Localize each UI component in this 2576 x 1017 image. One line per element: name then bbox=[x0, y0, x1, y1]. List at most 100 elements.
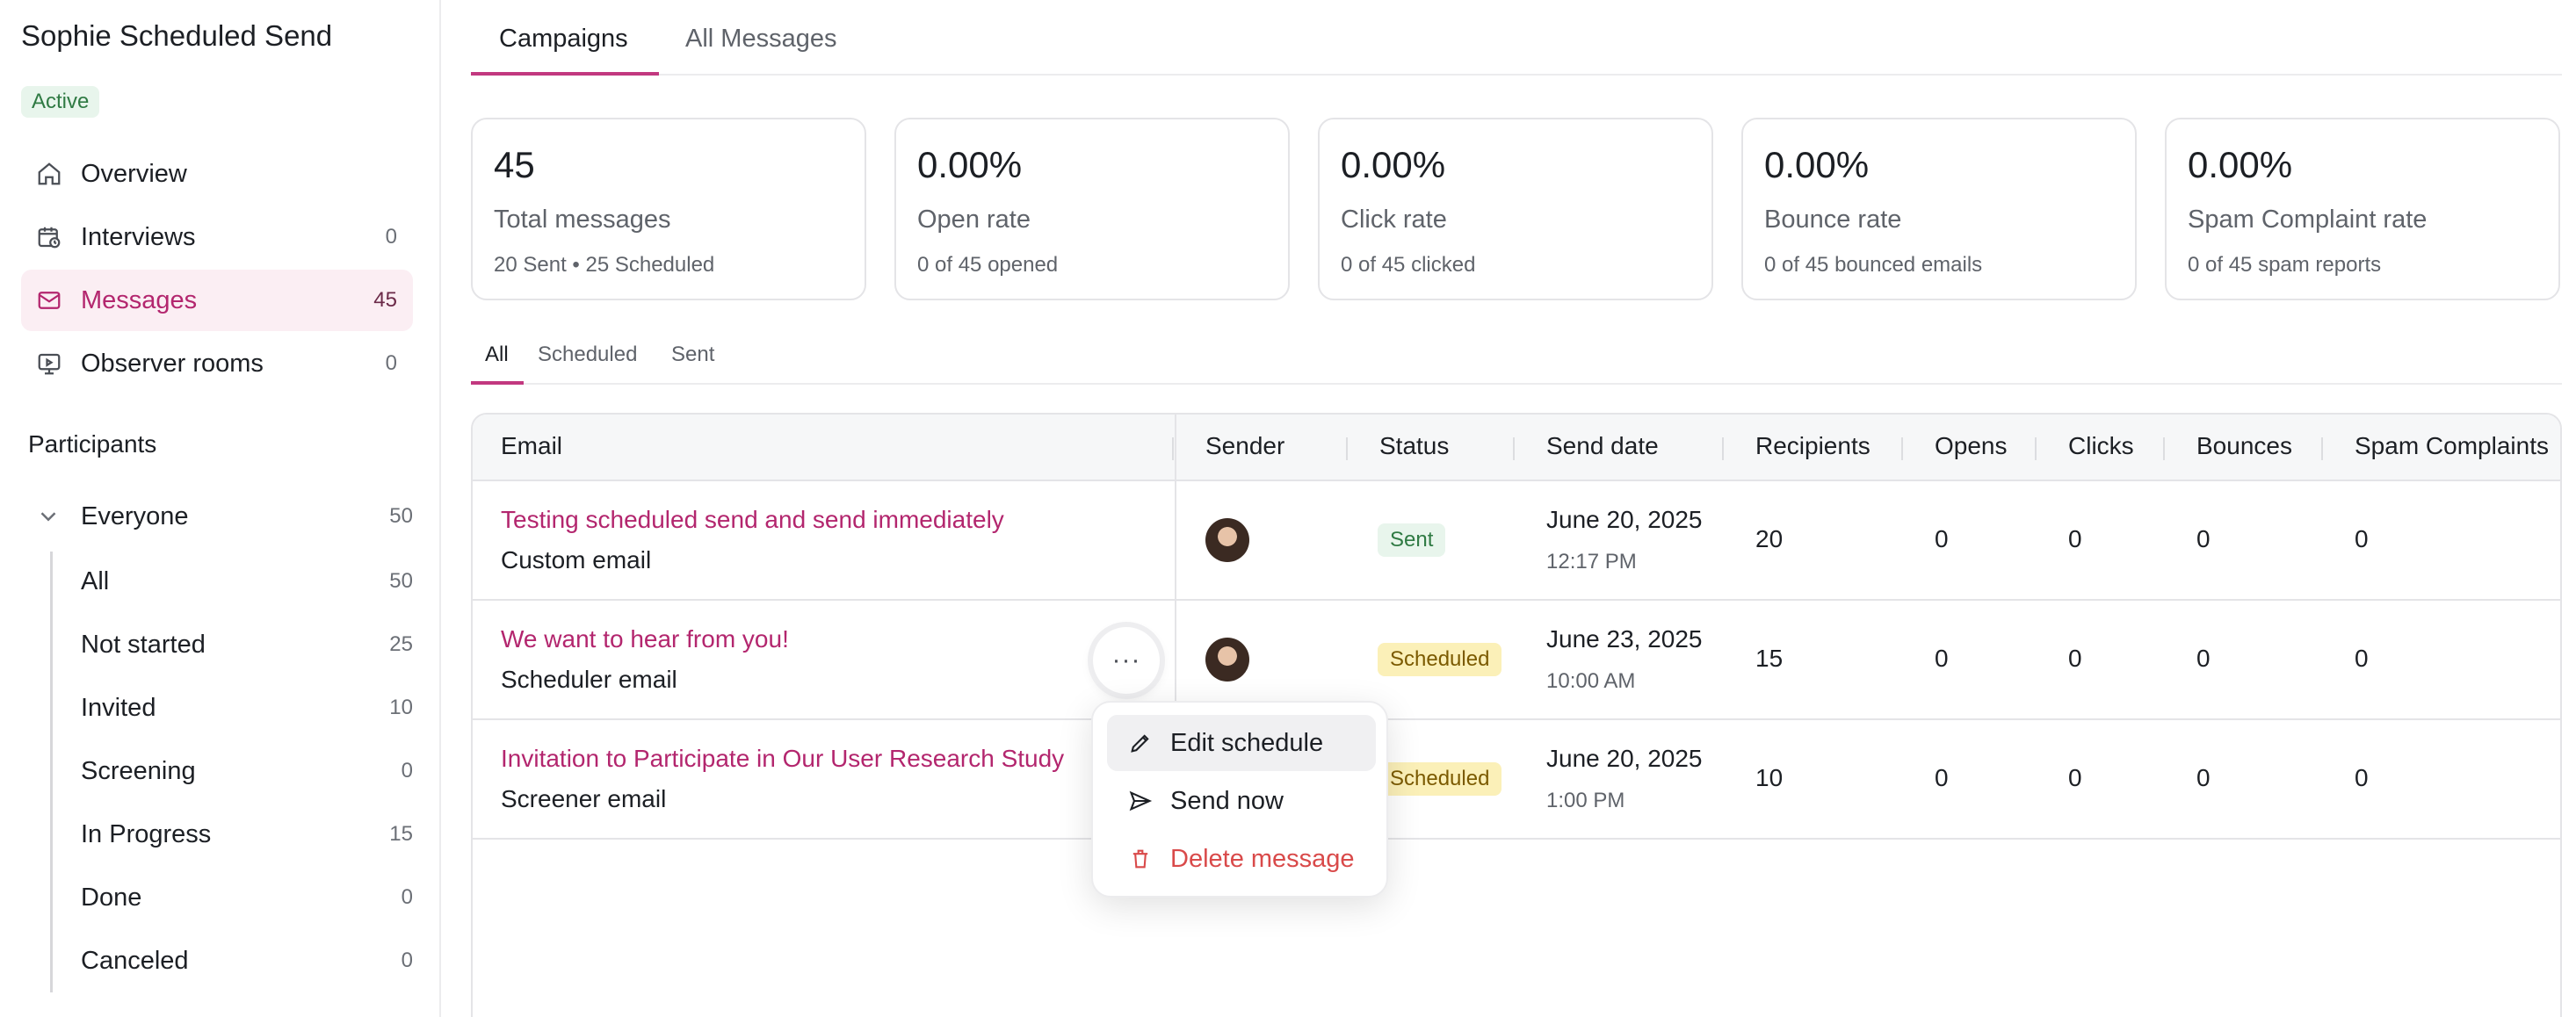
col-send-date[interactable]: Send date bbox=[1546, 432, 1659, 459]
stat-card-open-rate: 0.00% Open rate 0 of 45 opened bbox=[894, 118, 1290, 300]
opens-count: 0 bbox=[1935, 525, 1949, 552]
tree-line bbox=[50, 552, 53, 992]
video-room-icon bbox=[35, 350, 63, 378]
participant-filter-screening[interactable]: Screening 0 bbox=[81, 745, 413, 797]
sidebar: Sophie Scheduled Send Active Overview In… bbox=[0, 0, 441, 1017]
filter-label: Invited bbox=[81, 693, 156, 722]
participant-filter-all[interactable]: All 50 bbox=[81, 555, 413, 608]
stat-card-bounce-rate: 0.00% Bounce rate 0 of 45 bounced emails bbox=[1741, 118, 2137, 300]
group-everyone[interactable]: Everyone 50 bbox=[35, 490, 413, 543]
col-resize-handle[interactable] bbox=[2163, 437, 2165, 460]
send-date: June 20, 2025 bbox=[1546, 506, 1703, 533]
project-title: Sophie Scheduled Send bbox=[21, 19, 333, 52]
stat-detail: 0 of 45 clicked bbox=[1341, 253, 1476, 277]
col-resize-handle[interactable] bbox=[1172, 437, 1174, 460]
column-divider bbox=[1175, 415, 1176, 841]
table-header: Email Sender Status Send date Recipients… bbox=[473, 415, 2560, 481]
group-count: 50 bbox=[389, 504, 413, 528]
col-sender[interactable]: Sender bbox=[1205, 432, 1285, 459]
clicks-count: 0 bbox=[2068, 525, 2082, 552]
tab-filter-all[interactable]: All bbox=[485, 343, 509, 366]
filter-label: Canceled bbox=[81, 946, 189, 975]
sidebar-item-count: 45 bbox=[373, 288, 397, 312]
stat-label: Bounce rate bbox=[1764, 206, 1902, 234]
stat-value: 0.00% bbox=[1341, 144, 1446, 185]
send-time: 12:17 PM bbox=[1546, 550, 1637, 573]
send-time: 1:00 PM bbox=[1546, 789, 1625, 812]
menu-edit-schedule[interactable]: Edit schedule bbox=[1107, 715, 1376, 771]
message-subject-link[interactable]: We want to hear from you! bbox=[501, 625, 789, 653]
filter-count: 0 bbox=[401, 885, 413, 909]
bounces-count: 0 bbox=[2196, 645, 2211, 672]
col-resize-handle[interactable] bbox=[2035, 437, 2037, 460]
col-clicks[interactable]: Clicks bbox=[2068, 432, 2134, 459]
send-icon bbox=[1129, 790, 1153, 811]
filter-label: All bbox=[81, 566, 110, 595]
tab-all-messages[interactable]: All Messages bbox=[685, 25, 837, 53]
table-row[interactable]: Invitation to Participate in Our User Re… bbox=[473, 720, 2560, 840]
filter-label: Not started bbox=[81, 630, 206, 659]
col-spam-complaints[interactable]: Spam Complaints bbox=[2355, 432, 2549, 459]
col-recipients[interactable]: Recipients bbox=[1755, 432, 1870, 459]
stat-label: Open rate bbox=[917, 206, 1031, 234]
participant-filter-invited[interactable]: Invited 10 bbox=[81, 682, 413, 734]
filter-count: 15 bbox=[389, 822, 413, 846]
col-bounces[interactable]: Bounces bbox=[2196, 432, 2292, 459]
sidebar-item-observer-rooms[interactable]: Observer rooms 0 bbox=[21, 333, 413, 394]
bounces-count: 0 bbox=[2196, 525, 2211, 552]
table-row[interactable]: Testing scheduled send and send immediat… bbox=[473, 481, 2560, 601]
participants-heading: Participants bbox=[28, 430, 157, 458]
stat-value: 0.00% bbox=[917, 144, 1023, 185]
col-status[interactable]: Status bbox=[1379, 432, 1450, 459]
col-resize-handle[interactable] bbox=[1513, 437, 1515, 460]
filter-count: 10 bbox=[389, 696, 413, 719]
col-resize-handle[interactable] bbox=[1722, 437, 1724, 460]
sidebar-item-label: Interviews bbox=[81, 222, 196, 251]
participant-filter-done[interactable]: Done 0 bbox=[81, 871, 413, 924]
col-opens[interactable]: Opens bbox=[1935, 432, 2008, 459]
pencil-icon bbox=[1131, 734, 1149, 753]
filter-count: 0 bbox=[401, 759, 413, 783]
tab-filter-sent[interactable]: Sent bbox=[671, 343, 715, 366]
message-filter-tabs: All Scheduled Sent bbox=[471, 339, 2562, 385]
menu-item-label: Edit schedule bbox=[1170, 728, 1324, 757]
tab-campaigns[interactable]: Campaigns bbox=[499, 25, 628, 53]
stat-value: 0.00% bbox=[1764, 144, 1870, 185]
row-actions-button[interactable]: ··· bbox=[1093, 627, 1160, 694]
email-type: Scheduler email bbox=[501, 666, 677, 693]
sidebar-item-messages[interactable]: Messages 45 bbox=[21, 270, 413, 331]
active-subtab-indicator bbox=[471, 381, 524, 385]
stat-detail: 0 of 45 opened bbox=[917, 253, 1059, 277]
participant-filter-canceled[interactable]: Canceled 0 bbox=[81, 934, 413, 987]
group-label: Everyone bbox=[81, 501, 189, 530]
sidebar-item-label: Observer rooms bbox=[81, 349, 264, 378]
message-subject-link[interactable]: Testing scheduled send and send immediat… bbox=[501, 506, 1004, 533]
chevron-down-icon[interactable] bbox=[35, 503, 62, 530]
table-row[interactable]: We want to hear from you! Scheduler emai… bbox=[473, 601, 2560, 720]
participant-filter-not-started[interactable]: Not started 25 bbox=[81, 618, 413, 671]
menu-item-label: Delete message bbox=[1170, 844, 1355, 873]
sidebar-item-label: Overview bbox=[81, 159, 187, 188]
sidebar-item-overview[interactable]: Overview bbox=[21, 143, 413, 205]
filter-count: 50 bbox=[389, 569, 413, 593]
home-icon bbox=[35, 160, 63, 188]
messages-table: Email Sender Status Send date Recipients… bbox=[471, 413, 2562, 1017]
tab-filter-scheduled[interactable]: Scheduled bbox=[538, 343, 638, 366]
calendar-clock-icon bbox=[35, 223, 63, 251]
stat-value: 0.00% bbox=[2188, 144, 2293, 185]
recipients-count: 20 bbox=[1755, 525, 1784, 552]
stat-card-click-rate: 0.00% Click rate 0 of 45 clicked bbox=[1318, 118, 1713, 300]
menu-delete-message[interactable]: Delete message bbox=[1107, 831, 1376, 887]
sidebar-item-interviews[interactable]: Interviews 0 bbox=[21, 206, 413, 268]
message-subject-link[interactable]: Invitation to Participate in Our User Re… bbox=[501, 745, 1065, 772]
stat-card-total-messages: 45 Total messages 20 Sent • 25 Scheduled bbox=[471, 118, 866, 300]
col-email[interactable]: Email bbox=[501, 432, 563, 459]
participant-filter-in-progress[interactable]: In Progress 15 bbox=[81, 808, 413, 861]
status-badge: Scheduled bbox=[1378, 762, 1502, 796]
col-resize-handle[interactable] bbox=[1901, 437, 1903, 460]
send-date: June 23, 2025 bbox=[1546, 625, 1703, 653]
status-badge: Sent bbox=[1378, 523, 1446, 557]
col-resize-handle[interactable] bbox=[1346, 437, 1348, 460]
menu-send-now[interactable]: Send now bbox=[1107, 773, 1376, 829]
col-resize-handle[interactable] bbox=[2321, 437, 2323, 460]
